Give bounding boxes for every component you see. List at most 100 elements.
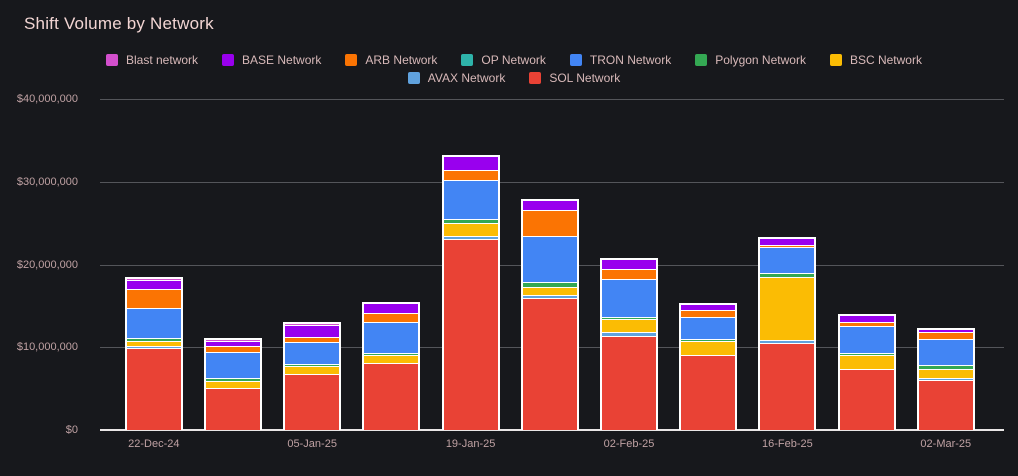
bar-segment-arb-network[interactable]: [364, 314, 419, 323]
bar-segment-bsc-network[interactable]: [602, 320, 656, 333]
bar-segment-sol-network[interactable]: [839, 370, 894, 430]
bar-segment-arb-network[interactable]: [522, 211, 577, 237]
bar-segment-sol-network[interactable]: [126, 349, 181, 430]
legend-item-op-network[interactable]: OP Network: [461, 53, 546, 67]
bar-segment-avax-network[interactable]: [918, 379, 973, 381]
bar-02-Mar-25[interactable]: [916, 328, 975, 430]
bar-16-Feb-25[interactable]: [758, 237, 817, 430]
bar-segment-tron-network[interactable]: [364, 323, 419, 354]
bar-segment-polygon-network[interactable]: [206, 379, 260, 382]
legend-item-arb-network[interactable]: ARB Network: [345, 53, 437, 67]
bar-segment-sol-network[interactable]: [443, 240, 498, 430]
bar-09-Feb-25[interactable]: [679, 303, 738, 430]
bar-segment-avax-network[interactable]: [602, 333, 656, 337]
legend-item-tron-network[interactable]: TRON Network: [569, 53, 672, 67]
bar-segment-polygon-network[interactable]: [760, 274, 815, 278]
bar-segment-arb-network[interactable]: [760, 246, 815, 248]
bar-segment-bsc-network[interactable]: [126, 342, 181, 347]
bar-segment-tron-network[interactable]: [681, 318, 736, 340]
bar-segment-arb-network[interactable]: [126, 290, 181, 309]
bar-segment-sol-network[interactable]: [285, 375, 340, 430]
bar-segment-polygon-network[interactable]: [839, 354, 894, 356]
bar-segment-bsc-network[interactable]: [364, 356, 419, 364]
legend-label: TRON Network: [589, 53, 672, 67]
bar-segment-arb-network[interactable]: [681, 311, 736, 318]
bar-segment-avax-network[interactable]: [760, 341, 815, 344]
bar-segment-polygon-network[interactable]: [522, 283, 577, 288]
bar-segment-base-network[interactable]: [681, 305, 736, 311]
bar-segment-avax-network[interactable]: [443, 237, 498, 240]
plot-area: $0 $10,000,000 $20,000,000 $30,000,000 $40,0…: [17, 93, 1004, 450]
bar-segment-base-network[interactable]: [760, 239, 815, 246]
bar-segment-polygon-network[interactable]: [681, 340, 736, 342]
bar-segment-polygon-network[interactable]: [364, 354, 419, 356]
bar-segment-sol-network[interactable]: [602, 337, 656, 430]
legend-item-sol-network[interactable]: SOL Network: [529, 71, 620, 85]
bar-segment-base-network[interactable]: [206, 342, 260, 347]
legend-item-avax-network[interactable]: AVAX Network: [407, 71, 505, 85]
bar-segment-arb-network[interactable]: [285, 338, 340, 343]
legend-swatch-icon: [106, 54, 118, 66]
bar-segment-bsc-network[interactable]: [285, 367, 340, 375]
bar-22-Dec-24[interactable]: [124, 277, 183, 430]
bar-segment-avax-network[interactable]: [126, 347, 181, 349]
bar-26-Jan-25[interactable]: [520, 199, 579, 430]
bar-23-Feb-25[interactable]: [837, 314, 896, 430]
bar-segment-polygon-network[interactable]: [602, 318, 656, 320]
bar-segment-arb-network[interactable]: [602, 270, 656, 280]
bar-segment-avax-network[interactable]: [522, 296, 577, 299]
bar-segment-arb-network[interactable]: [839, 323, 894, 327]
bar-segment-base-network[interactable]: [602, 260, 656, 270]
bar-segment-sol-network[interactable]: [364, 364, 419, 430]
bar-segment-base-network[interactable]: [364, 304, 419, 314]
bar-segment-polygon-network[interactable]: [918, 366, 973, 370]
bar-segment-bsc-network[interactable]: [681, 342, 736, 356]
bar-segment-bsc-network[interactable]: [206, 382, 260, 389]
bar-segment-sol-network[interactable]: [681, 356, 736, 430]
bar-segment-base-network[interactable]: [126, 281, 181, 290]
bar-segment-blast-network[interactable]: [126, 279, 181, 281]
legend-item-bsc-network[interactable]: BSC Network: [829, 53, 922, 67]
bar-segment-arb-network[interactable]: [206, 347, 260, 353]
bar-segment-base-network[interactable]: [918, 330, 973, 333]
legend-item-base-network[interactable]: BASE Network: [222, 53, 321, 67]
bar-segment-base-network[interactable]: [839, 316, 894, 323]
bar-segment-sol-network[interactable]: [522, 299, 577, 430]
bar-segment-bsc-network[interactable]: [918, 370, 973, 379]
bar-segment-polygon-network[interactable]: [126, 339, 181, 342]
bar-segment-tron-network[interactable]: [522, 237, 577, 283]
bar-segment-bsc-network[interactable]: [760, 278, 815, 341]
bar-segment-sol-network[interactable]: [206, 389, 260, 430]
bar-segment-base-network[interactable]: [522, 201, 577, 211]
legend-item-polygon-network[interactable]: Polygon Network: [695, 53, 806, 67]
bar-segment-tron-network[interactable]: [285, 343, 340, 365]
bar-19-Jan-25[interactable]: [441, 155, 500, 430]
bar-29-Dec-24[interactable]: [204, 338, 262, 430]
bar-segment-polygon-network[interactable]: [285, 365, 340, 367]
bar-segment-tron-network[interactable]: [443, 181, 498, 220]
bar-segment-arb-network[interactable]: [918, 333, 973, 340]
bar-05-Jan-25[interactable]: [283, 322, 342, 430]
bar-02-Feb-25[interactable]: [600, 258, 658, 430]
y-axis-tick-label: $0: [65, 424, 78, 436]
bar-segment-tron-network[interactable]: [206, 353, 260, 379]
bar-segment-tron-network[interactable]: [760, 248, 815, 274]
bar-segment-tron-network[interactable]: [602, 280, 656, 318]
bar-segment-base-network[interactable]: [285, 326, 340, 338]
bar-segment-base-network[interactable]: [443, 157, 498, 171]
bar-segment-blast-network[interactable]: [206, 340, 260, 342]
y-axis-tick-label: $20,000,000: [16, 258, 78, 271]
bar-segment-bsc-network[interactable]: [522, 288, 577, 296]
bar-segment-polygon-network[interactable]: [443, 220, 498, 224]
bar-segment-blast-network[interactable]: [285, 324, 340, 326]
bar-segment-arb-network[interactable]: [443, 171, 498, 181]
bar-segment-sol-network[interactable]: [760, 344, 815, 430]
bar-segment-tron-network[interactable]: [918, 340, 973, 366]
legend-item-blast-network[interactable]: Blast network: [106, 53, 198, 67]
bar-segment-bsc-network[interactable]: [839, 356, 894, 370]
bar-segment-tron-network[interactable]: [126, 309, 181, 339]
bar-segment-sol-network[interactable]: [918, 381, 973, 430]
bar-segment-bsc-network[interactable]: [443, 224, 498, 237]
bar-segment-tron-network[interactable]: [839, 327, 894, 354]
bar-12-Jan-25[interactable]: [362, 302, 421, 430]
